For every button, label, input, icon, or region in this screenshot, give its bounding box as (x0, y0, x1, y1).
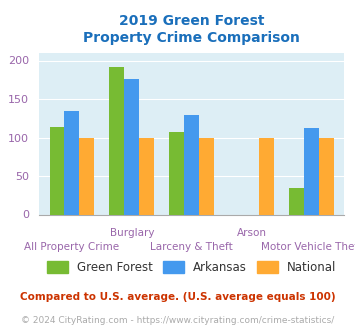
Bar (109, 67, 124, 214)
Text: Motor Vehicle Theft: Motor Vehicle Theft (261, 242, 355, 252)
Bar (50, 127, 65, 214)
Bar (139, 138, 154, 214)
Bar (184, 115, 199, 214)
Text: Larceny & Theft: Larceny & Theft (150, 242, 233, 252)
Text: Arson: Arson (236, 228, 267, 238)
Bar (304, 128, 319, 214)
Bar (80, 138, 94, 214)
Legend: Green Forest, Arkansas, National: Green Forest, Arkansas, National (42, 256, 342, 279)
Bar (289, 187, 304, 214)
Text: Burglary: Burglary (110, 228, 154, 238)
Bar (169, 132, 184, 214)
Text: Compared to U.S. average. (U.S. average equals 100): Compared to U.S. average. (U.S. average … (20, 292, 335, 302)
Bar (199, 138, 214, 214)
Bar (319, 138, 334, 214)
Text: All Property Crime: All Property Crime (24, 242, 120, 252)
Title: 2019 Green Forest
Property Crime Comparison: 2019 Green Forest Property Crime Compari… (83, 15, 300, 45)
Bar (65, 111, 80, 214)
Bar (124, 79, 139, 214)
Bar (259, 138, 274, 214)
Text: © 2024 CityRating.com - https://www.cityrating.com/crime-statistics/: © 2024 CityRating.com - https://www.city… (21, 315, 334, 325)
